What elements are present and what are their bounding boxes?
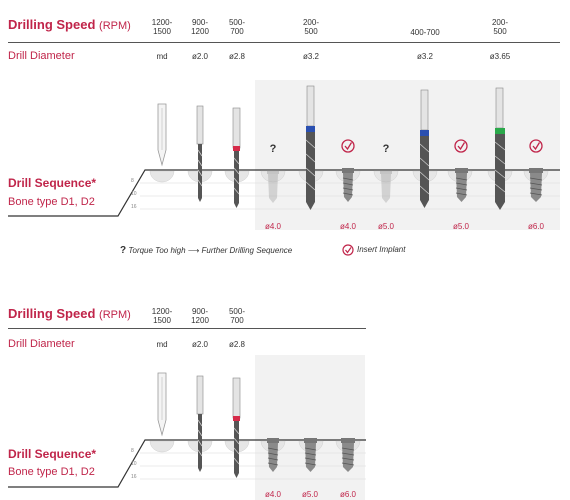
- torque-question-icon-2: ?: [383, 143, 390, 155]
- drilling-speed-title: Drilling Speed (RPM): [8, 17, 131, 32]
- sequence-panel: [255, 80, 560, 230]
- drill-sequence-illustration: ? ?: [8, 85, 560, 217]
- diameter2-3: ø2.8: [228, 340, 245, 349]
- depth-mark-10: 10: [131, 191, 137, 197]
- torque-question-icon: ?: [270, 143, 277, 155]
- drill-3-2-icon: [305, 85, 316, 210]
- implant-diameter-4: ø5.0: [452, 222, 469, 231]
- diameter2-2: ø2.0: [191, 340, 208, 349]
- implant-diameter-1: ø4.0: [264, 222, 281, 231]
- drill-2-8-icon: [232, 107, 241, 208]
- diameter-4: ø3.2: [302, 52, 319, 61]
- implant-diameter2-2: ø5.0: [301, 490, 318, 499]
- diameter-6: ø3.65: [489, 52, 511, 61]
- drill-diameter-label: Drill Diameter: [8, 50, 75, 62]
- drill-3-2b-icon: [419, 89, 430, 208]
- drill-2-0-icon: [196, 105, 204, 202]
- depth-mark2-16: 16: [131, 474, 137, 480]
- drill-2-8-icon-2: [232, 377, 241, 478]
- implant-diameter2-1: ø4.0: [264, 490, 281, 499]
- rpm-col-4: 200- 500: [302, 18, 319, 36]
- rpm-col-6: 200- 500: [491, 18, 508, 36]
- insert-implant-check-icon: [341, 139, 543, 153]
- marking-drill-icon-2: [157, 372, 167, 437]
- legend-check-icon: [342, 244, 354, 256]
- arrow-icon: ⟶: [187, 246, 200, 255]
- diameter-1: md: [156, 52, 168, 61]
- header-rule-2: [8, 328, 366, 329]
- drill-2-0-icon-2: [196, 375, 204, 472]
- drill-diameter-label-2: Drill Diameter: [8, 338, 75, 350]
- rpm-col-1: 1200- 1500: [151, 18, 173, 36]
- drilling-speed-title-2: Drilling Speed (RPM): [8, 306, 131, 321]
- diameter2-1: md: [156, 340, 168, 349]
- depth-mark-16: 16: [131, 204, 137, 210]
- implant-diameter-5: ø6.0: [527, 222, 544, 231]
- header-rule: [8, 42, 560, 43]
- drill-sequence-title: Drill Sequence*: [8, 176, 97, 190]
- bone-type-label-2: Bone type D1, D2: [8, 466, 95, 478]
- rpm2-col-3: 500- 700: [228, 307, 245, 325]
- osteotomy-1: [149, 170, 175, 183]
- diameter-2: ø2.0: [191, 52, 208, 61]
- marking-drill-icon: [157, 103, 167, 167]
- drill-3-65-icon: [494, 87, 506, 210]
- implant-icons-2: [267, 438, 355, 472]
- osteotomy-4: [260, 170, 286, 183]
- implant-diameter2-3: ø6.0: [339, 490, 356, 499]
- diameter-3: ø2.8: [228, 52, 245, 61]
- depth-mark2-8: 8: [131, 448, 134, 454]
- rpm-col-2: 900- 1200: [191, 18, 209, 36]
- implant-diameter-3: ø5.0: [377, 222, 394, 231]
- depth-mark2-10: 10: [131, 461, 137, 467]
- bone-type-label: Bone type D1, D2: [8, 196, 95, 208]
- legend-insert-implant: Insert Implant: [357, 245, 406, 254]
- legend-question-icon: ?: [120, 245, 127, 256]
- implant-diameter-2: ø4.0: [339, 222, 356, 231]
- drill-sequence-title-2: Drill Sequence*: [8, 447, 97, 461]
- implant-icons: [267, 168, 543, 203]
- rpm-col-3: 500- 700: [228, 18, 245, 36]
- osteotomy-7: [373, 170, 399, 183]
- rpm-col-5: 400-700: [410, 28, 440, 37]
- diameter-5: ø3.2: [416, 52, 433, 61]
- rpm2-col-2: 900- 1200: [191, 307, 209, 325]
- bone-line-2: [8, 439, 366, 488]
- legend: ? Torque Too high ⟶ Further Drilling Seq…: [120, 245, 293, 256]
- sequence-panel-2: [255, 355, 365, 500]
- depth-mark-8: 8: [131, 178, 134, 184]
- rpm2-col-1: 1200- 1500: [151, 307, 173, 325]
